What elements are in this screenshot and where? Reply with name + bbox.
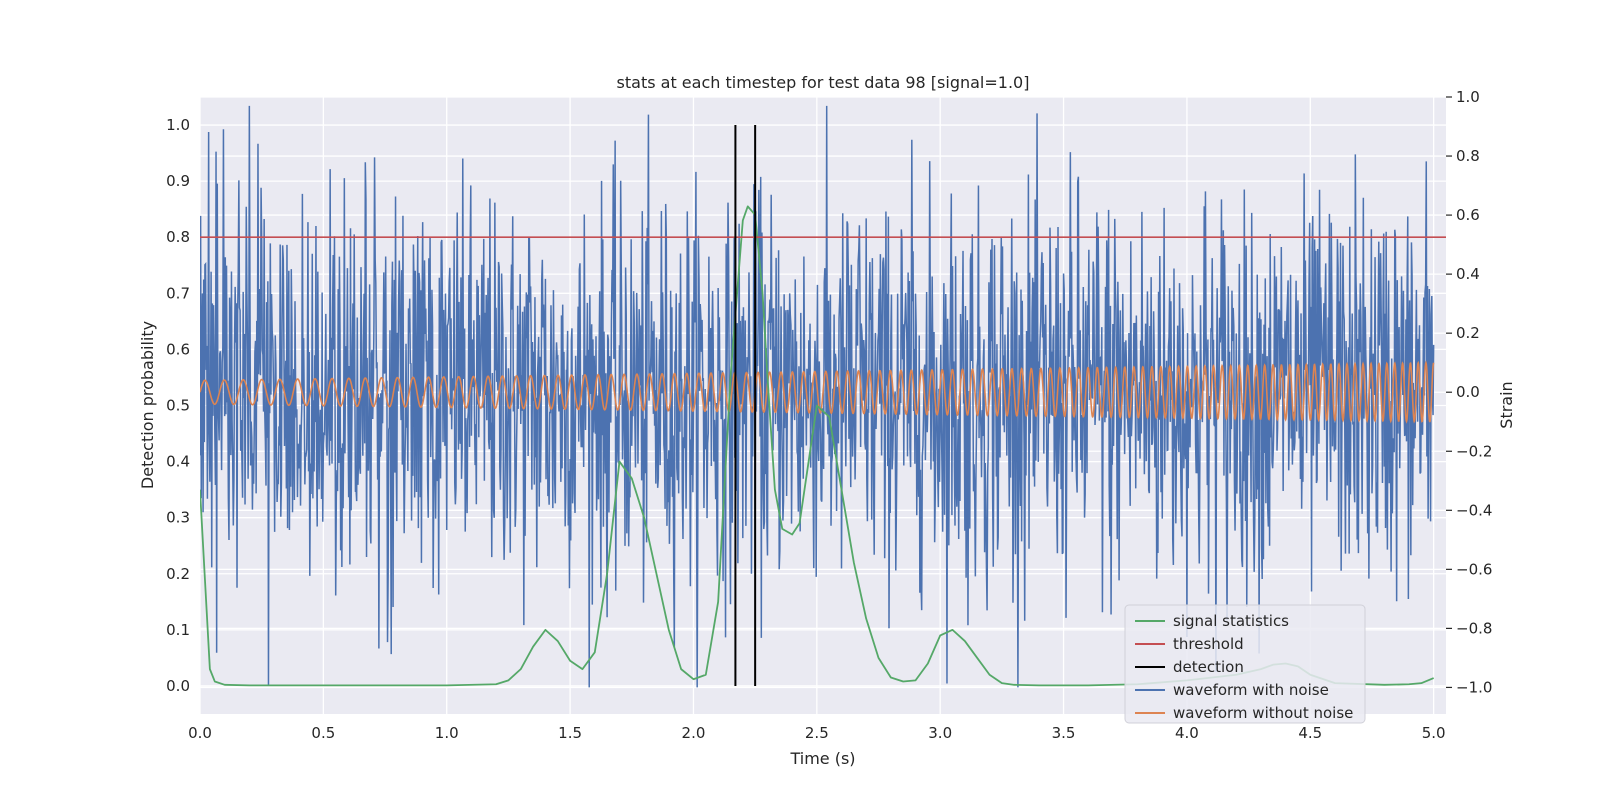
y2-tick-label: −0.8: [1456, 619, 1492, 637]
chart-title: stats at each timestep for test data 98 …: [617, 73, 1030, 92]
legend-box: [1124, 604, 1366, 724]
y-tick-label: 0.7: [166, 284, 190, 302]
x-tick-label: 2.0: [682, 724, 706, 742]
legend-label: threshold: [1173, 635, 1244, 653]
y2-tick-label: 0.2: [1456, 324, 1480, 342]
y2-tick-label: 0.0: [1456, 383, 1480, 401]
y-tick-label: 0.1: [166, 621, 190, 639]
legend-label: waveform without noise: [1173, 704, 1353, 722]
x-tick-label: 4.5: [1298, 724, 1322, 742]
y2-axis-ticks: −1.0 −0.8 −0.6 −0.4 −0.2 0.0 0.2 0.4 0.6 0.8 1.0: [1446, 88, 1492, 696]
x-tick-label: 0.0: [188, 724, 212, 742]
x-tick-label: 4.0: [1175, 724, 1199, 742]
y2-tick-label: 0.4: [1456, 265, 1480, 283]
x-tick-label: 1.5: [558, 724, 582, 742]
x-axis-ticks: 0.0 0.5 1.0 1.5 2.0 2.5 3.0 3.5 4.0 4.5 5.0: [188, 724, 1446, 742]
x-tick-label: 3.0: [928, 724, 952, 742]
y2-tick-label: −1.0: [1456, 678, 1492, 696]
y-tick-label: 0.4: [166, 453, 190, 471]
x-tick-label: 3.5: [1052, 724, 1076, 742]
legend-label: signal statistics: [1173, 612, 1289, 630]
y-tick-label: 0.2: [166, 565, 190, 583]
y2-tick-label: −0.2: [1456, 442, 1492, 460]
y-axis-label: Detection probability: [138, 321, 157, 489]
legend-label: waveform with noise: [1173, 681, 1329, 699]
x-tick-label: 0.5: [311, 724, 335, 742]
x-tick-label: 2.5: [805, 724, 829, 742]
x-tick-label: 1.0: [435, 724, 459, 742]
y-tick-label: 0.5: [166, 397, 190, 415]
y2-tick-label: −0.4: [1456, 501, 1492, 519]
y2-tick-label: 1.0: [1456, 88, 1480, 106]
y-tick-label: 0.3: [166, 509, 190, 527]
y2-tick-label: 0.6: [1456, 206, 1480, 224]
x-axis-label: Time (s): [789, 749, 855, 768]
series-layer: [200, 105, 1446, 688]
x-tick-label: 5.0: [1422, 724, 1446, 742]
legend: signal statistics threshold detection wavef…: [1124, 604, 1366, 724]
y2-tick-label: −0.6: [1456, 560, 1492, 578]
waveform-without-noise-line: [200, 360, 1435, 424]
y-tick-label: 0.6: [166, 340, 190, 358]
y-tick-label: 0.0: [166, 677, 190, 695]
y-tick-label: 1.0: [166, 116, 190, 134]
legend-label: detection: [1173, 658, 1244, 676]
y2-axis-label: Strain: [1497, 381, 1516, 428]
y-tick-label: 0.9: [166, 172, 190, 190]
y-axis-ticks: 0.0 0.1 0.2 0.3 0.4 0.5 0.6 0.7 0.8 0.9 1.0: [166, 116, 190, 695]
y-tick-label: 0.8: [166, 228, 190, 246]
y2-tick-label: 0.8: [1456, 147, 1480, 165]
